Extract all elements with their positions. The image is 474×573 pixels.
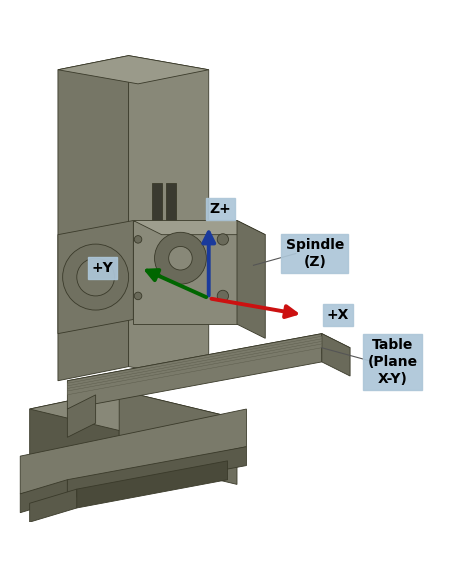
Circle shape [134,236,142,243]
Polygon shape [133,221,237,324]
Text: Spindle
(Z): Spindle (Z) [285,238,344,269]
Polygon shape [166,183,176,310]
Polygon shape [322,333,350,376]
Polygon shape [20,409,246,494]
Text: Table
(Plane
X-Y): Table (Plane X-Y) [367,338,418,386]
Polygon shape [67,395,96,437]
Text: Z+: Z+ [210,202,231,216]
Polygon shape [128,56,209,380]
Polygon shape [30,390,119,475]
Polygon shape [67,336,322,387]
Polygon shape [67,342,322,393]
Polygon shape [157,230,171,268]
Polygon shape [67,333,322,409]
Polygon shape [30,390,237,437]
Circle shape [217,291,228,301]
Polygon shape [67,344,322,395]
Polygon shape [67,447,246,499]
Polygon shape [67,339,322,390]
Circle shape [134,292,142,300]
Circle shape [169,246,192,270]
Polygon shape [133,221,265,235]
Circle shape [63,244,128,310]
Polygon shape [77,461,228,508]
Polygon shape [30,489,77,522]
Text: +Y: +Y [92,261,114,274]
Polygon shape [58,221,133,333]
Text: +X: +X [327,308,349,322]
Circle shape [77,258,115,296]
Polygon shape [58,56,128,380]
Polygon shape [67,333,350,395]
Polygon shape [20,480,67,513]
Polygon shape [58,56,209,84]
Circle shape [217,234,228,245]
Polygon shape [237,221,265,338]
Circle shape [155,232,206,284]
Polygon shape [119,390,237,484]
Polygon shape [152,183,162,310]
